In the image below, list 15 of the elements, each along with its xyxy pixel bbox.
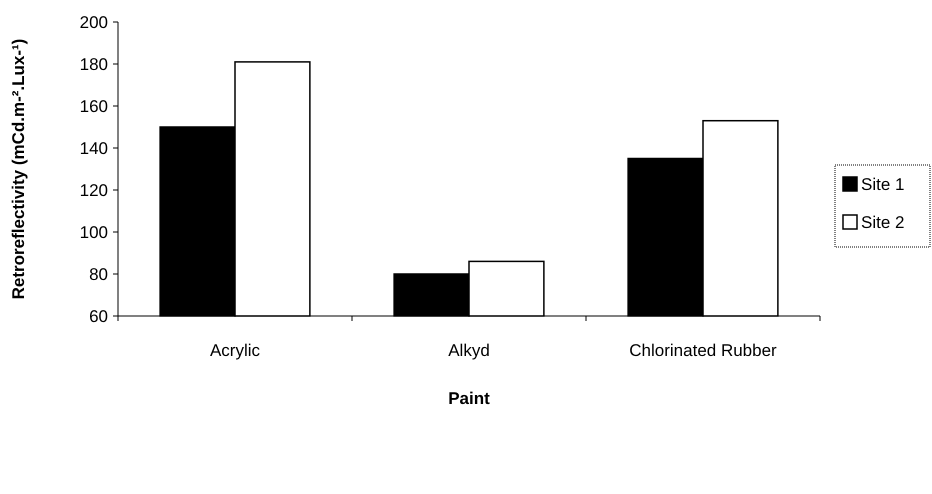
x-axis-title: Paint [448,389,490,408]
y-tick-label: 60 [89,306,108,326]
legend-label: Site 1 [861,174,904,194]
y-tick-label: 80 [89,264,108,284]
y-tick-label: 180 [80,54,108,74]
x-tick-label: Alkyd [448,341,490,360]
y-tick-label: 100 [80,222,108,242]
x-tick-label: Acrylic [210,341,261,360]
y-tick-label: 140 [80,138,108,158]
y-tick-label: 160 [80,96,108,116]
x-tick-label: Chlorinated Rubber [629,341,778,360]
legend-label: Site 2 [861,212,904,232]
y-tick-label: 120 [80,180,108,200]
y-axis-title: Retroreflectivity (mCd.m-².Lux-¹) [9,38,28,300]
y-tick-label: 200 [80,12,108,32]
